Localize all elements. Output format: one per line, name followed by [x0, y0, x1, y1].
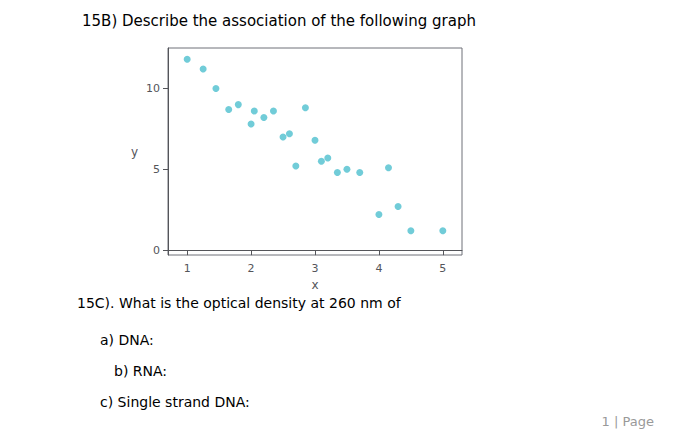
svg-text:x: x [311, 278, 318, 292]
svg-text:a) DNA:: a) DNA: [100, 332, 154, 348]
svg-text:5: 5 [439, 262, 446, 275]
svg-text:b) RNA:: b) RNA: [114, 363, 167, 379]
svg-text:1: 1 [184, 262, 191, 275]
svg-text:15B) Describe the association: 15B) Describe the association of the fol… [82, 12, 476, 30]
svg-text:3: 3 [312, 262, 319, 275]
svg-text:10: 10 [146, 82, 160, 95]
svg-text:1 | Page: 1 | Page [602, 414, 654, 429]
svg-text:15C). What is the optical dens: 15C). What is the optical density at 260… [77, 295, 402, 311]
svg-text:2: 2 [248, 262, 255, 275]
svg-text:0: 0 [153, 244, 160, 257]
svg-text:c) Single strand DNA:: c) Single strand DNA: [100, 394, 250, 410]
svg-text:y: y [131, 145, 138, 159]
svg-text:5: 5 [153, 163, 160, 176]
svg-text:4: 4 [375, 262, 382, 275]
